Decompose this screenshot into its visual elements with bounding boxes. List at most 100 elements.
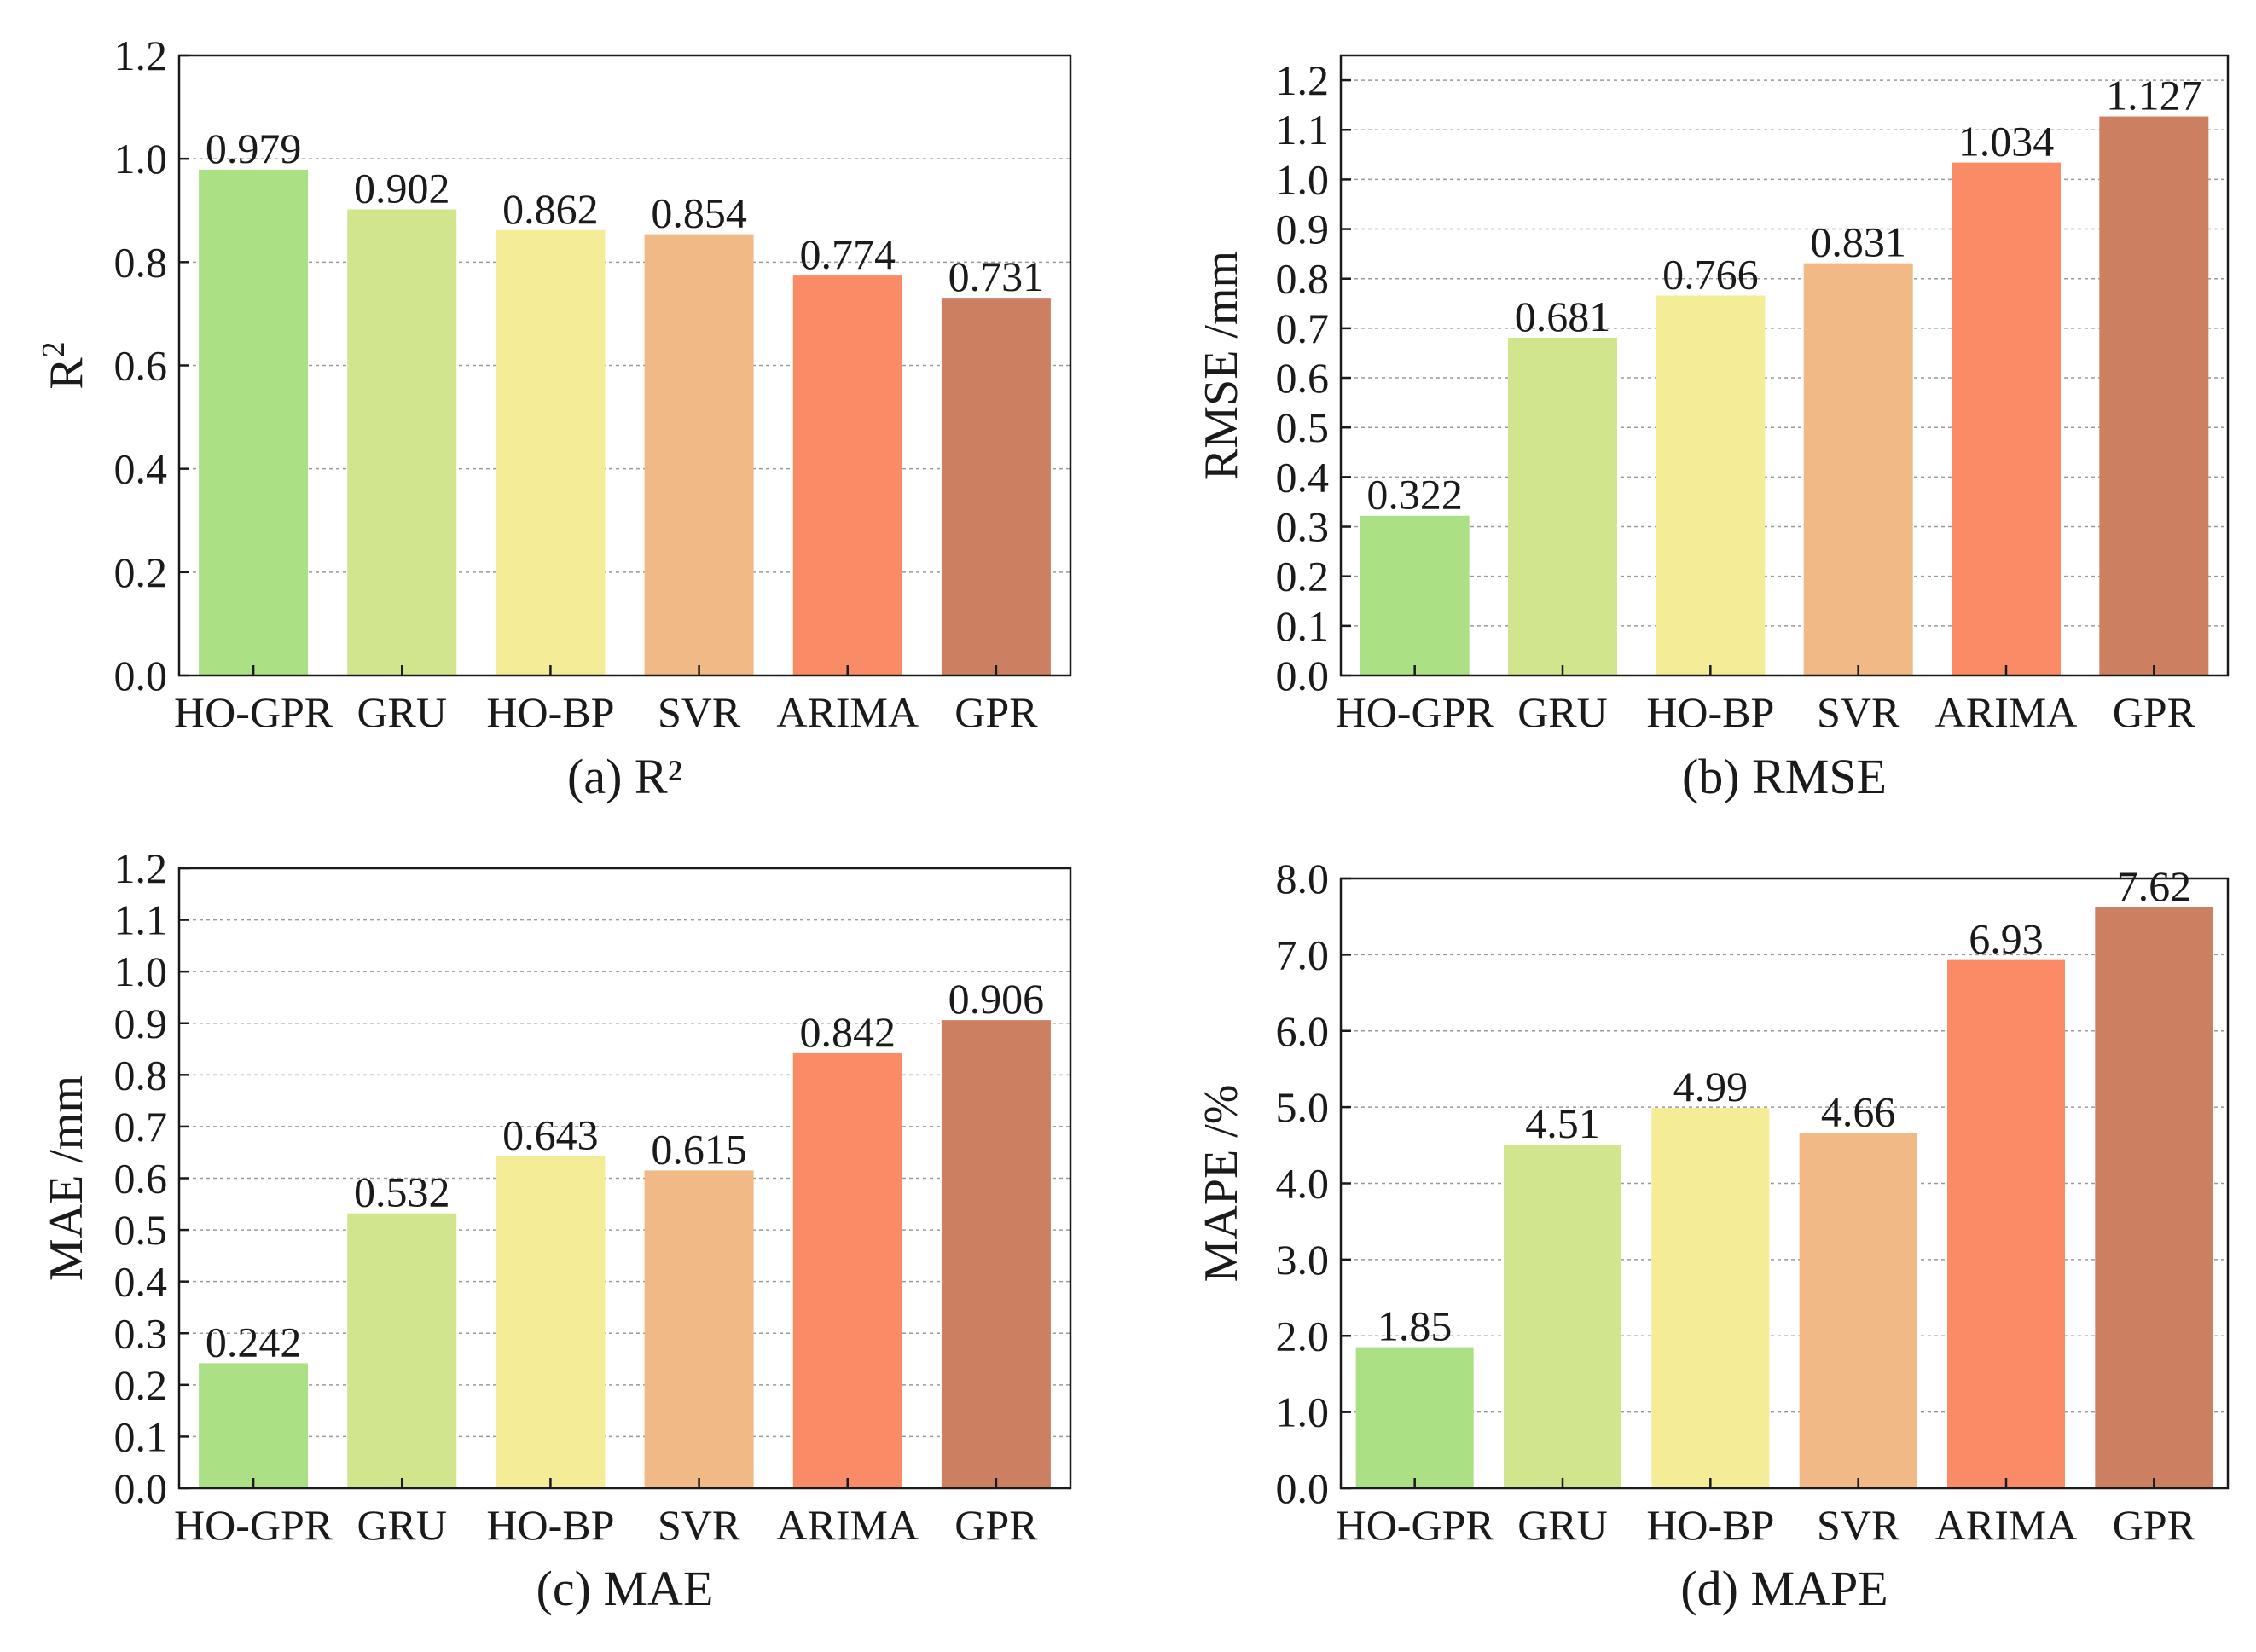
- category-label: ARIMA: [776, 1501, 919, 1549]
- panel-mae: 0.00.10.20.30.40.50.60.7 0.80.9 1.01.11.2 0…: [40, 844, 1072, 1616]
- y-axis-label: RMSE /mm: [1195, 251, 1248, 480]
- bar-arima: [1947, 959, 2065, 1488]
- value-label: 0.532: [354, 1168, 450, 1216]
- category-label: SVR: [658, 688, 741, 736]
- y-tick-label: 0.3: [114, 1309, 168, 1357]
- y-tick-label: 0.2: [114, 1361, 168, 1409]
- panel-mape: 0.0 1.0 2.0 3.0 4.0 5.0 6.0 7.0 8.0 1.85 HO-GPR 4.5…: [1195, 855, 2230, 1616]
- panel-rmse: 0.00.10.20.30.40.50.60.70.80.91.01.11.2 0…: [1195, 54, 2230, 804]
- y-tick-label: 1.2: [114, 844, 168, 892]
- y-tick-label: 8.0: [1276, 855, 1330, 902]
- category-label: GPR: [2113, 1501, 2196, 1549]
- category-label: HO-GPR: [174, 1501, 333, 1549]
- bar-ho-bp: [496, 1156, 606, 1488]
- value-label: 0.774: [800, 230, 896, 278]
- y-tick-label: 4.0: [1276, 1160, 1330, 1208]
- bar-gru: [1508, 337, 1617, 675]
- y-tick-label: 1.0: [114, 135, 168, 183]
- bar-gru: [1504, 1144, 1621, 1488]
- category-label: GPR: [2113, 688, 2196, 736]
- y-tick-label: 1.1: [1276, 106, 1330, 154]
- bar-ho-bp: [1656, 295, 1766, 675]
- category-label: SVR: [1817, 688, 1900, 736]
- y-tick-label: 0.9: [1276, 206, 1330, 253]
- category-label: HO-GPR: [1336, 688, 1495, 736]
- y-tick-label: 0.4: [114, 445, 168, 493]
- category-label: SVR: [658, 1501, 741, 1549]
- category-label: HO-BP: [486, 688, 614, 736]
- category-label: GRU: [1517, 1501, 1608, 1549]
- panel-r2: 0.0 0.2 0.4 0.6 0.8 1.0 1.2 0.979 HO-GPR 0.902 GRU…: [36, 32, 1072, 804]
- y-tick-label: 0.6: [114, 342, 168, 390]
- value-label: 0.862: [502, 185, 599, 233]
- y-tick-label: 5.0: [1276, 1083, 1330, 1131]
- category-label: ARIMA: [1935, 688, 2078, 736]
- panel-caption: (c) MAE: [536, 1561, 714, 1616]
- plot-frame: [177, 867, 1072, 1490]
- bar-gru: [347, 209, 457, 675]
- y-tick-label: 0.2: [114, 548, 168, 596]
- category-label: GPR: [954, 1501, 1038, 1549]
- bar-svr: [1803, 263, 1913, 675]
- y-tick-label: 0.7: [114, 1103, 168, 1151]
- panel-caption: (d) MAPE: [1680, 1561, 1888, 1616]
- panel-caption: (b) RMSE: [1682, 749, 1887, 804]
- category-label: GPR: [954, 688, 1038, 736]
- y-tick-label: 1.1: [114, 896, 168, 944]
- category-label: HO-GPR: [1336, 1501, 1495, 1549]
- bar-ho-bp: [1651, 1108, 1770, 1488]
- value-label: 6.93: [1969, 915, 2044, 963]
- y-tick-label: 0.6: [114, 1155, 168, 1203]
- value-label: 1.034: [1958, 118, 2055, 165]
- plot-frame: [1339, 877, 2230, 1490]
- y-axis-label: MAPE /%: [1195, 1085, 1248, 1283]
- bar-gpr: [941, 298, 1051, 675]
- value-label: 1.85: [1377, 1302, 1453, 1350]
- value-label: 0.681: [1515, 293, 1611, 340]
- value-label: 0.615: [651, 1125, 747, 1173]
- bar-arima: [792, 1052, 902, 1488]
- value-label: 0.902: [354, 165, 450, 212]
- y-tick-label: 0.2: [1276, 553, 1330, 600]
- bar-gpr: [2099, 116, 2209, 675]
- y-tick-label: 0.8: [1276, 255, 1330, 303]
- y-tick-label: 0.5: [114, 1206, 168, 1254]
- value-label: 0.854: [651, 189, 747, 237]
- y-tick-label: 0.0: [114, 1464, 168, 1512]
- value-label: 0.242: [206, 1318, 302, 1365]
- bar-ho-gpr: [1360, 515, 1470, 675]
- value-label: 4.99: [1673, 1063, 1749, 1110]
- bar-svr: [1799, 1133, 1917, 1488]
- y-tick-label: 1.2: [1276, 56, 1330, 104]
- y-tick-label: 0.0: [114, 652, 168, 699]
- category-label: HO-GPR: [174, 688, 333, 736]
- y-tick-label: 0.1: [1276, 602, 1330, 650]
- y-tick-label: 0.4: [1276, 453, 1330, 501]
- bar-ho-bp: [496, 229, 606, 675]
- y-tick-label: 7.0: [1276, 930, 1330, 978]
- value-label: 0.831: [1810, 218, 1906, 266]
- y-tick-label: 0.7: [1276, 304, 1330, 352]
- y-axis-label: MAE /mm: [40, 1075, 93, 1281]
- value-label: 7.62: [2117, 862, 2192, 910]
- bar-arima: [1952, 162, 2061, 675]
- bar-ho-gpr: [199, 169, 309, 675]
- value-label: 0.906: [948, 975, 1045, 1023]
- category-label: GRU: [357, 1501, 447, 1549]
- y-tick-label: 1.2: [114, 32, 168, 79]
- plot-frame: [1339, 54, 2230, 677]
- bar-svr: [644, 234, 754, 675]
- category-label: HO-BP: [1646, 688, 1774, 736]
- bar-svr: [644, 1170, 754, 1488]
- value-label: 0.766: [1662, 250, 1759, 298]
- y-axis-label-superscript: 2: [36, 341, 72, 357]
- category-label: GRU: [357, 688, 447, 736]
- plot-frame: [177, 54, 1072, 677]
- y-tick-label: 0.8: [114, 238, 168, 286]
- y-tick-label: 1.0: [114, 948, 168, 995]
- category-label: ARIMA: [776, 688, 919, 736]
- bar-gpr: [2095, 907, 2213, 1488]
- bar-arima: [792, 275, 902, 675]
- category-label: GRU: [1517, 688, 1608, 736]
